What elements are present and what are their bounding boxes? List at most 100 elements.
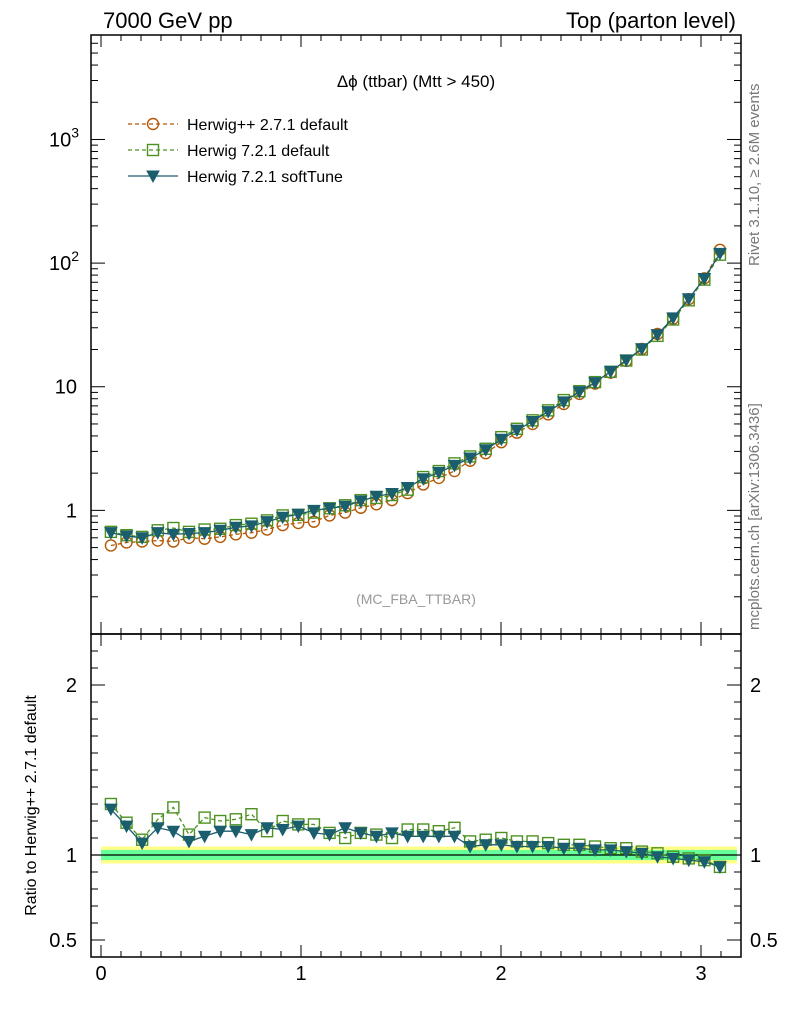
main-series-point-2 bbox=[385, 487, 399, 501]
y-tick-label: 103 bbox=[49, 124, 79, 151]
main-series-point-2 bbox=[666, 312, 680, 325]
plot-title: Δϕ (ttbar) (Mtt > 450) bbox=[337, 72, 495, 91]
ratio-series-point-1 bbox=[432, 830, 446, 844]
main-series-point-2 bbox=[510, 424, 524, 438]
ratio-series-point-1 bbox=[463, 841, 477, 854]
main-series-point-2 bbox=[369, 490, 384, 504]
ratio-series-point-1 bbox=[182, 835, 196, 849]
legend-marker-0 bbox=[146, 117, 160, 131]
x-tick-label: 1 bbox=[295, 963, 306, 985]
main-series-point-2 bbox=[275, 511, 290, 525]
x-tick-label: 0 bbox=[95, 963, 106, 985]
main-series-point-2 bbox=[291, 508, 306, 522]
ratio-series-point-1 bbox=[650, 851, 665, 864]
main-series-line-0 bbox=[110, 249, 721, 547]
analysis-watermark: (MC_FBA_TTBAR) bbox=[356, 591, 476, 607]
ratio-series-point-1 bbox=[291, 820, 306, 834]
main-series-point-2 bbox=[588, 377, 602, 390]
main-series-point-2 bbox=[104, 527, 118, 540]
main-series-point-2 bbox=[681, 293, 696, 306]
x-tick-label: 3 bbox=[695, 963, 706, 985]
ratio-series-point-1 bbox=[150, 822, 165, 835]
main-series-point-2 bbox=[432, 466, 446, 480]
x-tick-label: 2 bbox=[495, 963, 506, 985]
ratio-series-point-1 bbox=[619, 846, 634, 859]
legend-label-1: Herwig 7.2.1 default bbox=[187, 143, 330, 160]
main-series-point-2 bbox=[713, 247, 727, 261]
main-series-point-2 bbox=[197, 527, 212, 540]
main-series-point-2 bbox=[338, 500, 353, 514]
main-series-point-2 bbox=[150, 527, 165, 540]
ratio-series-point-1 bbox=[104, 803, 118, 817]
header-left-label: 7000 GeV pp bbox=[103, 8, 233, 33]
ratio-series-point-1 bbox=[260, 822, 274, 835]
main-series-point-2 bbox=[635, 343, 649, 356]
main-series-point-2 bbox=[478, 444, 493, 457]
main-series-point-2 bbox=[260, 516, 274, 529]
ratio-series-point-1 bbox=[447, 830, 462, 844]
ratio-series-point-1 bbox=[697, 856, 712, 869]
main-series-point-2 bbox=[541, 406, 556, 419]
main-series-point-2 bbox=[135, 532, 149, 545]
ratio-y-tick-label-right: 1 bbox=[750, 845, 761, 867]
legend-label-0: Herwig++ 2.7.1 default bbox=[187, 117, 349, 134]
main-series-line-2 bbox=[110, 252, 721, 539]
ratio-series-point-1 bbox=[322, 829, 337, 842]
ratio-series-point-1 bbox=[307, 827, 321, 840]
main-series-point-2 bbox=[244, 520, 259, 533]
ratio-series-point-0 bbox=[167, 801, 180, 814]
main-series-point-2 bbox=[307, 504, 321, 518]
main-series-point-2 bbox=[400, 482, 415, 495]
y-tick-label: 1 bbox=[66, 500, 77, 522]
main-series-point-2 bbox=[697, 272, 712, 286]
ratio-series-point-1 bbox=[244, 829, 259, 842]
ratio-series-point-1 bbox=[635, 847, 649, 861]
main-series-point-2 bbox=[182, 527, 196, 541]
legend-marker-2 bbox=[146, 170, 160, 184]
ratio-y-tick-label-right: 2 bbox=[750, 675, 761, 697]
main-series-point-2 bbox=[463, 452, 477, 466]
y-tick-label: 102 bbox=[49, 248, 79, 275]
ratio-series-point-1 bbox=[666, 852, 680, 866]
main-series-point-0 bbox=[104, 539, 118, 552]
ratio-series-point-1 bbox=[713, 861, 727, 874]
ratio-series-point-0 bbox=[229, 813, 243, 826]
main-series-point-2 bbox=[494, 433, 509, 447]
legend-label-2: Herwig 7.2.1 softTune bbox=[187, 169, 343, 186]
ratio-series-point-1 bbox=[228, 825, 243, 839]
main-series-point-2 bbox=[619, 354, 634, 368]
ratio-series-point-1 bbox=[166, 825, 181, 839]
ratio-series-line-0 bbox=[110, 803, 721, 868]
legend-marker-1 bbox=[146, 143, 160, 157]
ratio-series-point-1 bbox=[338, 822, 353, 835]
ratio-series-line-1 bbox=[110, 808, 721, 868]
main-series-point-2 bbox=[603, 365, 618, 379]
ratio-series-point-1 bbox=[400, 830, 415, 844]
ratio-series-point-1 bbox=[197, 830, 212, 844]
main-series-point-2 bbox=[119, 530, 134, 544]
ratio-series-point-0 bbox=[198, 811, 211, 824]
main-series-point-2 bbox=[322, 502, 337, 516]
ratio-y-tick-label-left: 0.5 bbox=[49, 930, 77, 952]
header-right-label: Top (parton level) bbox=[566, 8, 736, 33]
main-series-point-2 bbox=[416, 473, 431, 486]
ratio-series-point-1 bbox=[135, 837, 149, 851]
ratio-series-point-1 bbox=[588, 844, 602, 857]
main-series-point-2 bbox=[447, 459, 462, 473]
ratio-plot-frame bbox=[90, 633, 742, 958]
main-series-point-2 bbox=[213, 524, 228, 538]
ratio-series-point-1 bbox=[478, 839, 493, 852]
ratio-series-point-1 bbox=[119, 820, 134, 834]
ratio-y-tick-label-left: 1 bbox=[66, 845, 77, 867]
ratio-series-point-1 bbox=[541, 841, 556, 854]
ratio-series-point-1 bbox=[275, 824, 290, 837]
main-series-point-2 bbox=[166, 528, 181, 542]
ratio-series-point-1 bbox=[525, 841, 540, 854]
main-series-point-2 bbox=[650, 329, 665, 342]
main-series-point-2 bbox=[572, 386, 587, 399]
ratio-series-point-1 bbox=[494, 839, 509, 852]
ratio-y-tick-label-left: 2 bbox=[66, 675, 77, 697]
ratio-series-point-1 bbox=[572, 842, 587, 856]
y-tick-label: 10 bbox=[55, 377, 77, 399]
